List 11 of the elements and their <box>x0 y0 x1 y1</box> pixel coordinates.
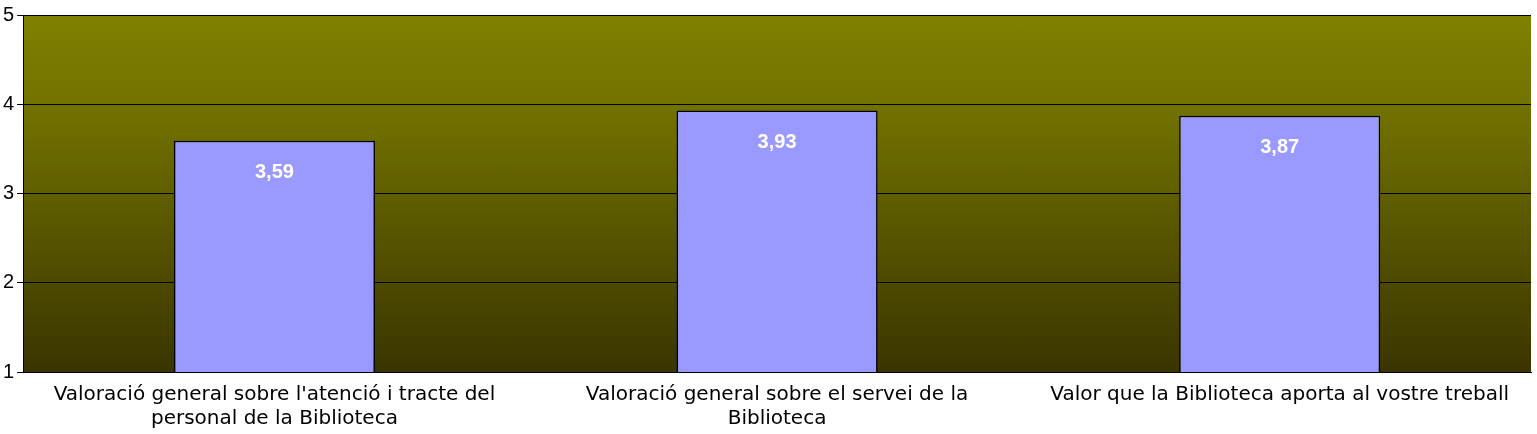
y-tick-label: 5 <box>3 2 15 25</box>
data-label: 3,93 <box>757 130 797 153</box>
x-tick-label: Valoració general sobre l'atenció i tracte del personal de la Biblioteca <box>53 381 496 430</box>
x-tick-label: Valoració general sobre el servei de la Biblioteca <box>585 381 969 430</box>
y-tick-label: 3 <box>3 181 15 204</box>
y-tick-label: 1 <box>3 359 15 382</box>
data-label: 3,87 <box>1260 135 1300 158</box>
data-label: 3,59 <box>254 160 294 183</box>
y-tick-label: 4 <box>3 91 15 114</box>
y-tick-label: 2 <box>3 270 15 293</box>
x-tick-label: Valor que la Biblioteca aporta al vostre treball <box>1050 381 1510 406</box>
